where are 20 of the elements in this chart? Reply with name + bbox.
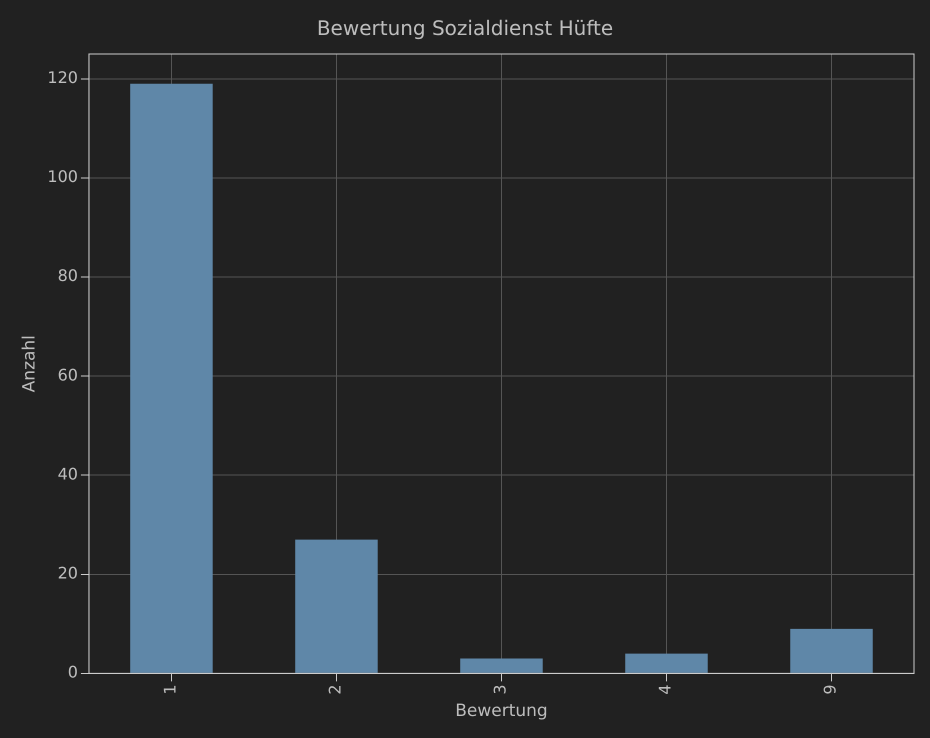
y-tick-label: 0 — [68, 662, 78, 682]
x-tick-label: 9 — [820, 684, 840, 695]
y-tick-label: 80 — [58, 266, 78, 286]
bar — [790, 628, 873, 673]
bar — [460, 658, 543, 673]
y-tick-label: 40 — [58, 464, 78, 484]
x-tick-label: 3 — [490, 684, 510, 695]
x-axis-title: Bewertung — [455, 701, 548, 722]
y-tick-label: 60 — [58, 365, 78, 384]
x-tick-label: 2 — [326, 684, 345, 695]
bar — [295, 540, 378, 673]
x-tick-label: 4 — [656, 684, 675, 695]
bar — [625, 654, 708, 673]
chart-title: Bewertung Sozialdienst Hüfte — [316, 16, 614, 40]
y-tick-label: 120 — [47, 68, 78, 87]
x-tick-label: 1 — [160, 684, 180, 695]
y-tick-label: 100 — [47, 167, 78, 186]
bar — [130, 84, 213, 673]
y-axis-title: Anzahl — [20, 335, 40, 392]
y-tick-label: 20 — [58, 563, 78, 582]
